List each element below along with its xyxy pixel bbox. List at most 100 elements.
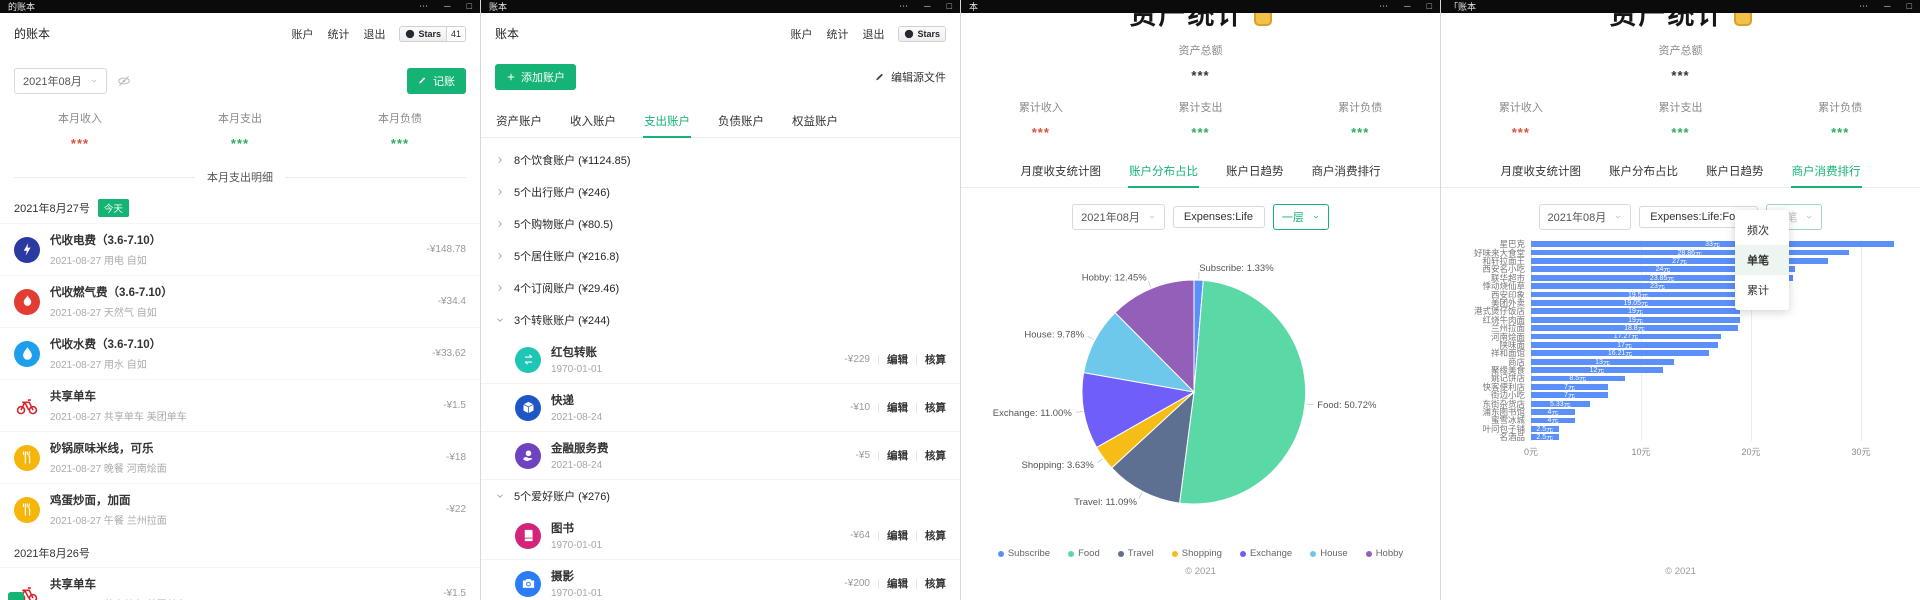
transaction-row[interactable]: 代收电费（3.6-7.10） 2021-08-27 用电 自如 -¥148.78 [0,223,480,275]
tab-账户日趋势[interactable]: 账户日趋势 [1706,166,1764,178]
account-group[interactable]: 5个购物账户 (¥80.5) [481,208,960,240]
add-account-button[interactable]: 添加账户 [495,64,576,90]
edit-account-link[interactable]: 编辑 [887,402,908,414]
tab-负债账户[interactable]: 负债账户 [718,116,764,128]
pie-slice-Food[interactable] [1179,279,1307,505]
window-more-button[interactable]: ⋯ [419,1,429,11]
window-minimize-button[interactable]: ─ [1884,1,1891,11]
window-more-button[interactable]: ⋯ [1379,1,1389,11]
pie-slice-Exchange[interactable] [1081,372,1196,449]
bar-联华超市[interactable]: 23.85元 [1531,275,1794,282]
account-group[interactable]: 5个居住账户 (¥216.8) [481,240,960,272]
nav-logout[interactable]: 退出 [862,28,885,41]
nav-logout[interactable]: 退出 [363,28,386,41]
month-select[interactable]: 2021年08月 [14,68,107,94]
menu-option-单笔[interactable]: 单笔 [1735,245,1789,275]
edit-account-link[interactable]: 编辑 [887,578,908,590]
bar-美团外卖[interactable]: 19.05元 [1531,300,1741,307]
legend-item-Exchange[interactable]: Exchange [1239,548,1292,559]
bar-河南烩面[interactable]: 17.27元 [1531,333,1721,340]
bar-西安名小吃[interactable]: 24元 [1531,266,1795,273]
account-group[interactable]: 8个饮食账户 (¥1124.85) [481,144,960,176]
bar-悸动烧仙草[interactable]: 23元 [1531,283,1784,290]
legend-item-House[interactable]: House [1310,548,1348,559]
bar-浦东图书馆[interactable]: 4元 [1531,409,1575,416]
transaction-row[interactable]: 共享单车 2021-08-26 共享单车 美团单车 -¥1.5 [0,567,480,600]
tab-资产账户[interactable]: 资产账户 [496,116,542,128]
pie-slice-Hobby[interactable] [1114,279,1195,394]
eye-off-icon[interactable] [117,74,131,88]
bar-姚记饼店[interactable]: 8.5元 [1531,375,1625,382]
account-group[interactable]: 3个转账账户 (¥244) [481,304,960,336]
tab-权益账户[interactable]: 权益账户 [792,116,838,128]
site-title[interactable]: 的账本 [14,27,51,41]
github-stars-badge[interactable]: Stars 41 [399,25,466,42]
github-stars-badge[interactable]: Stars [898,25,946,42]
window-maximize-button[interactable]: □ [466,1,472,11]
account-group[interactable]: 5个出行账户 (¥246) [481,176,960,208]
edit-account-link[interactable]: 编辑 [887,530,908,542]
audit-account-link[interactable]: 核算 [925,578,946,590]
bar-蜜雪冰城[interactable]: 4元 [1531,417,1575,424]
account-row[interactable]: 快递 2021-08-24 -¥10 编辑 核算 [481,384,960,432]
account-filter-input[interactable]: Expenses:Life:Food [1639,206,1759,228]
legend-item-Food[interactable]: Food [1068,548,1100,559]
transaction-row[interactable]: 代收燃气费（3.6-7.10） 2021-08-27 天然气 自如 -¥34.4 [0,275,480,327]
bar-祥和面馆[interactable]: 16.21元 [1531,350,1710,357]
audit-account-link[interactable]: 核算 [925,450,946,462]
account-row[interactable]: 摄影 1970-01-01 -¥200 编辑 核算 [481,560,960,600]
tab-商户消费排行[interactable]: 商户消费排行 [1311,166,1381,178]
bar-快客便利店[interactable]: 7元 [1531,384,1608,391]
bar-叶问包子铺[interactable]: 2.5元 [1531,426,1559,433]
bar-西安印象[interactable]: 19.5元 [1531,292,1746,299]
bar-陕味面[interactable]: 17元 [1531,342,1718,349]
record-button[interactable]: 记账 [407,68,466,94]
account-row[interactable]: 图书 1970-01-01 -¥64 编辑 核算 [481,512,960,560]
account-filter-input[interactable]: Expenses:Life [1172,206,1265,228]
transaction-row[interactable]: 共享单车 2021-08-27 共享单车 美团单车 -¥1.5 [0,379,480,431]
month-select[interactable]: 2021年08月 [1538,204,1632,230]
bar-街边小吃[interactable]: 7元 [1531,392,1608,399]
audit-account-link[interactable]: 核算 [925,354,946,366]
tab-账户日趋势[interactable]: 账户日趋势 [1226,166,1284,178]
nav-statistics[interactable]: 统计 [327,28,350,41]
nav-statistics[interactable]: 统计 [826,28,849,41]
tab-月度收支统计图[interactable]: 月度收支统计图 [1020,166,1102,178]
nav-accounts[interactable]: 账户 [291,28,314,41]
account-row[interactable]: 金融服务费 2021-08-24 -¥5 编辑 核算 [481,432,960,480]
bar-聚缘美食[interactable]: 12元 [1531,367,1663,374]
window-minimize-button[interactable]: ─ [924,1,931,11]
tab-账户分布占比[interactable]: 账户分布占比 [1609,166,1678,178]
legend-item-Shopping[interactable]: Shopping [1171,548,1222,559]
audit-account-link[interactable]: 核算 [925,402,946,414]
window-maximize-button[interactable]: □ [1426,1,1432,11]
audit-account-link[interactable]: 核算 [925,530,946,542]
menu-option-频次[interactable]: 频次 [1747,225,1769,237]
transaction-row[interactable]: 砂锅原味米线，可乐 2021-08-27 晚餐 河南烩面 -¥18 [0,431,480,483]
legend-item-Travel[interactable]: Travel [1117,548,1154,559]
transaction-row[interactable]: 代收水费（3.6-7.10） 2021-08-27 用水 自如 -¥33.62 [0,327,480,379]
tab-月度收支统计图[interactable]: 月度收支统计图 [1500,166,1582,178]
account-group[interactable]: 5个爱好账户 (¥276) [481,480,960,512]
window-more-button[interactable]: ⋯ [1859,1,1869,11]
fab-button[interactable] [8,592,24,600]
edit-account-link[interactable]: 编辑 [887,450,908,462]
bar-红烧牛肉面[interactable]: 19元 [1531,317,1740,324]
bar-星巴克[interactable]: 33元 [1531,241,1894,248]
level-select[interactable]: 一层 [1272,204,1329,230]
account-row[interactable]: 红包转账 1970-01-01 -¥229 编辑 核算 [481,336,960,384]
month-select[interactable]: 2021年08月 [1072,204,1165,230]
pie-slice-Travel[interactable] [1110,390,1195,504]
bar-名酒品[interactable]: 2.5元 [1531,434,1559,441]
bar-港式煲仔饭店[interactable]: 19元 [1531,308,1740,315]
account-group[interactable]: 4个订阅账户 (¥29.46) [481,272,960,304]
tab-账户分布占比[interactable]: 账户分布占比 [1128,154,1199,188]
legend-item-Subscribe[interactable]: Subscribe [997,548,1050,559]
bar-好味来大食堂[interactable]: 28.86元 [1531,250,1849,257]
window-more-button[interactable]: ⋯ [899,1,909,11]
window-maximize-button[interactable]: □ [1906,1,1912,11]
bar-兰州拉面[interactable]: 18.8元 [1531,325,1738,332]
site-title[interactable]: 账本 [495,27,520,41]
bar-东街杂货店[interactable]: 5.33元 [1531,401,1590,408]
window-minimize-button[interactable]: ─ [1404,1,1411,11]
